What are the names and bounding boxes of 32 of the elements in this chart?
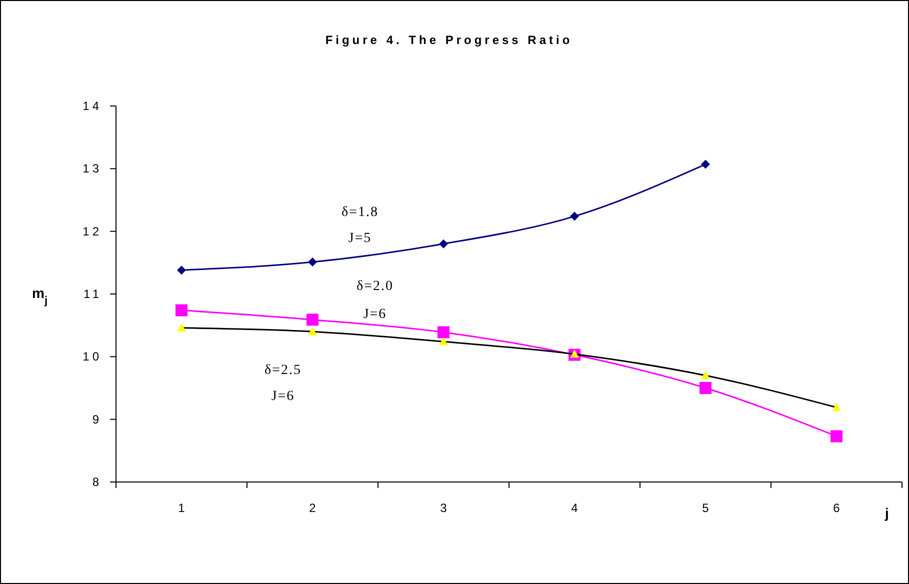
x-tick-label: 3	[440, 501, 448, 515]
chart-title: Figure 4. The Progress Ratio	[325, 33, 573, 47]
y-tick-label: 13	[82, 162, 102, 176]
point	[701, 160, 710, 169]
x-tick-label: 6	[833, 501, 840, 515]
annotation: J=6	[271, 389, 295, 404]
point	[700, 382, 712, 394]
y-tick-label: 11	[84, 287, 102, 301]
annotation: δ=2.5	[264, 363, 302, 378]
annotation: δ=1.8	[342, 205, 378, 220]
x-tick-label: 2	[309, 501, 316, 515]
point	[439, 239, 448, 248]
y-tick-label: 8	[92, 475, 102, 489]
x-axis-title: j	[884, 505, 889, 521]
point	[830, 430, 842, 442]
y-axis-title: m$_{j}$	[32, 285, 48, 307]
point	[438, 326, 450, 338]
x-tick-label: 1	[178, 501, 186, 515]
point	[306, 314, 318, 326]
y-tick-label: 12	[82, 224, 102, 238]
x-tick-label: 5	[702, 501, 710, 515]
annotation: J=6	[363, 307, 387, 322]
point	[570, 212, 579, 221]
point	[176, 304, 188, 316]
annotation: δ=2.0	[356, 279, 394, 294]
y-tick-label: 9	[92, 412, 102, 426]
annotation: J=5	[348, 231, 372, 246]
y-tick-label: 10	[82, 350, 102, 364]
x-tick-label: 4	[571, 501, 578, 515]
point	[177, 266, 186, 275]
point	[308, 258, 317, 267]
y-tick-label: 14	[82, 99, 102, 113]
